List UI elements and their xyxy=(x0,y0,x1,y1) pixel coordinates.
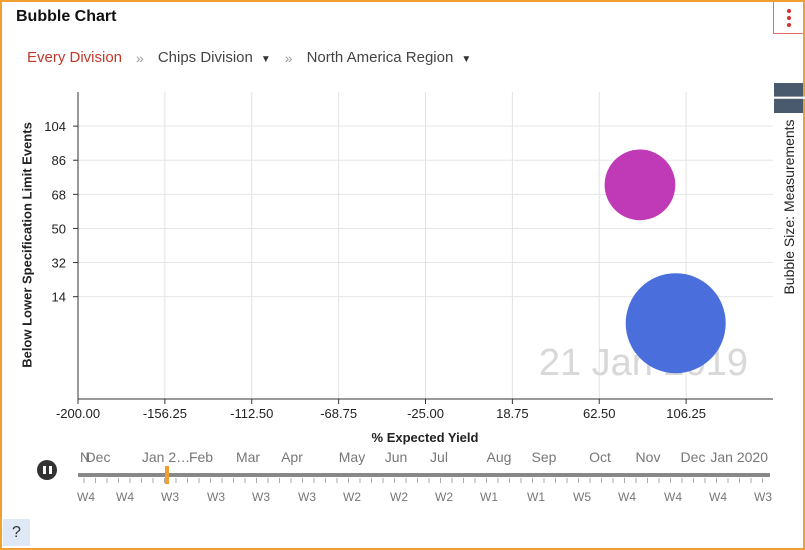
timeline-month-label: Jul xyxy=(430,449,448,465)
x-tick-label: -25.00 xyxy=(407,406,444,421)
timeline-week-label: W3 xyxy=(161,490,179,504)
bubble[interactable] xyxy=(625,273,726,374)
timeline-week-label: W4 xyxy=(77,490,95,504)
pause-button[interactable] xyxy=(37,460,57,480)
timeline-month-label: May xyxy=(339,449,365,465)
arrow-left-icon[interactable]: 🡐 xyxy=(766,83,805,113)
timeline-week-label: W2 xyxy=(435,490,453,504)
x-tick-label: -112.50 xyxy=(230,406,273,421)
x-tick-label: -156.25 xyxy=(143,406,187,421)
x-axis-label: % Expected Yield xyxy=(371,430,479,445)
timeline-month-label: Nov xyxy=(636,449,661,465)
breadcrumb-separator: » xyxy=(284,49,293,66)
y-tick-label: 14 xyxy=(52,290,66,305)
kebab-menu-icon[interactable] xyxy=(773,2,803,34)
timeline-month-label: N xyxy=(80,449,90,465)
breadcrumb-item-label: Chips Division xyxy=(157,49,253,66)
breadcrumb-separator: » xyxy=(136,49,144,66)
y-tick-label: 104 xyxy=(44,119,66,134)
timeline-week-label: W4 xyxy=(664,490,682,504)
timeline-month-label: Apr xyxy=(281,449,303,465)
breadcrumb-root[interactable]: Every Division xyxy=(27,49,123,66)
breadcrumb-item-region[interactable]: North America Region ▼ xyxy=(307,49,472,66)
timeline-month-label: Feb xyxy=(189,449,213,465)
breadcrumb-item-label: North America Region xyxy=(306,49,454,66)
timeline-week-label: W3 xyxy=(252,490,270,504)
bubble[interactable] xyxy=(604,149,676,221)
timeline-week-label: W4 xyxy=(709,490,727,504)
y-tick-label: 50 xyxy=(52,221,66,236)
timeline-month-label: Dec xyxy=(86,449,111,465)
timeline-month-label: Jun xyxy=(385,449,408,465)
timeline-week-label: W2 xyxy=(390,490,408,504)
help-button[interactable]: ? xyxy=(3,519,30,546)
timeline-week-label: W3 xyxy=(207,490,225,504)
timeline-week-label: W2 xyxy=(343,490,361,504)
timeline-week-label: W5 xyxy=(573,490,591,504)
breadcrumb: Every Division » Chips Division ▼ » North… xyxy=(27,49,471,66)
x-tick-label: 62.50 xyxy=(583,406,616,421)
timeline-month-label: Jan 2… xyxy=(142,449,190,465)
breadcrumb-item-division[interactable]: Chips Division ▼ xyxy=(158,49,271,66)
x-tick-label: -68.75 xyxy=(320,406,357,421)
caret-down-icon[interactable]: ▼ xyxy=(260,54,271,65)
timeline-month-label: Mar xyxy=(236,449,260,465)
x-tick-label: 106.25 xyxy=(666,406,706,421)
timeline-week-label: W4 xyxy=(618,490,636,504)
y-tick-label: 86 xyxy=(52,153,66,168)
timeline-handle[interactable] xyxy=(165,466,169,484)
y-tick-label: 68 xyxy=(52,187,66,202)
caret-down-icon[interactable]: ▼ xyxy=(461,54,472,65)
timeline-week-label: W3 xyxy=(298,490,316,504)
timeline-month-label: Sep xyxy=(532,449,557,465)
x-tick-label: 18.75 xyxy=(496,406,529,421)
timeline-week-label: W1 xyxy=(480,490,498,504)
timeline-month-label: Oct xyxy=(589,449,611,465)
timeline-week-label: W3 xyxy=(754,490,772,504)
timeline-month-label: Dec xyxy=(681,449,706,465)
timeline-week-label: W1 xyxy=(527,490,545,504)
x-tick-label: -200.00 xyxy=(56,406,100,421)
timeline-month-label: Jan 2020 xyxy=(710,449,768,465)
y-tick-label: 32 xyxy=(52,256,66,271)
timeline-week-label: W4 xyxy=(116,490,134,504)
widget-title: Bubble Chart xyxy=(16,8,117,25)
timeline-month-label: Aug xyxy=(487,449,512,465)
